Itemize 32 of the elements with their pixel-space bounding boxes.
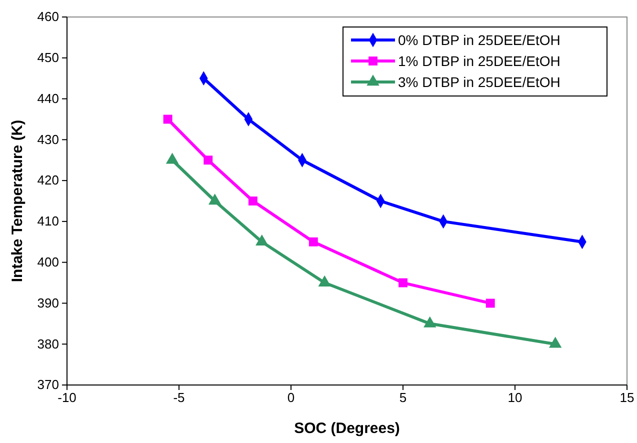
point — [256, 234, 268, 246]
point — [163, 114, 172, 124]
legend-label: 1% DTBP in 25DEE/EtOH — [398, 53, 560, 69]
x-tick-label: -10 — [58, 390, 76, 406]
x-tick-label: 5 — [399, 390, 407, 406]
y-axis-title: Intake Temperature (K) — [9, 120, 26, 282]
y-tick-label: 450 — [37, 50, 59, 66]
y-tick-label: 410 — [37, 214, 59, 229]
legend-label: 3% DTBP in 25DEE/EtOH — [398, 74, 560, 90]
x-tick-label: -5 — [173, 390, 185, 406]
y-tick-label: 460 — [37, 9, 59, 24]
point — [208, 194, 222, 205]
x-tick-label: 10 — [508, 390, 522, 406]
point — [308, 237, 318, 246]
point — [318, 275, 331, 286]
point — [398, 278, 408, 288]
point — [248, 196, 258, 206]
point — [424, 316, 436, 328]
y-tick-label: 370 — [37, 377, 59, 392]
y-tick-label: 380 — [37, 336, 59, 352]
point — [548, 336, 562, 348]
y-tick-label: 420 — [37, 172, 59, 188]
legend-label: 0% DTBP in 25DEE/EtOH — [398, 32, 560, 48]
y-tick-label: 390 — [37, 295, 59, 310]
x-axis-title: SOC (Degrees) — [294, 420, 400, 437]
point — [486, 298, 495, 308]
y-tick-label: 430 — [37, 132, 59, 147]
y-tick-label: 400 — [37, 254, 59, 270]
point — [204, 156, 213, 165]
x-tick-label: 15 — [620, 390, 634, 406]
x-tick-label: 0 — [287, 390, 295, 406]
y-tick-label: 440 — [37, 90, 59, 106]
